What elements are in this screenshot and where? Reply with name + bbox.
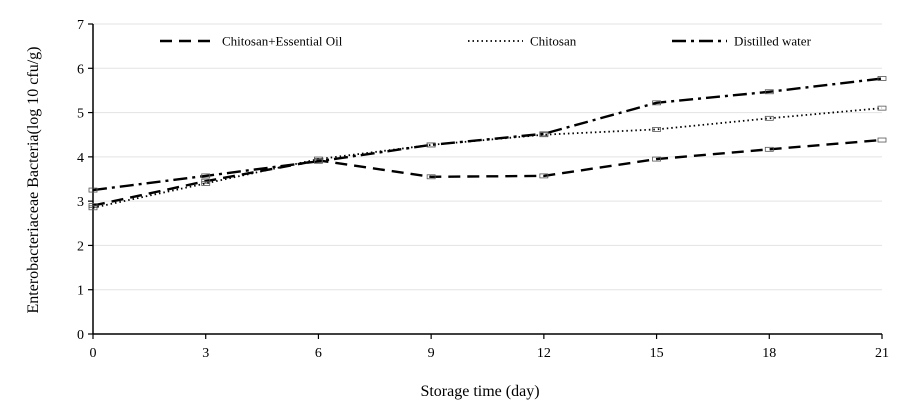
series-line-1 <box>92 107 883 209</box>
legend-label: Chitosan+Essential Oil <box>222 34 343 49</box>
data-point <box>652 156 661 162</box>
data-point <box>539 173 549 179</box>
x-axis-title: Storage time (day) <box>420 383 539 400</box>
grid-lines <box>93 23 882 291</box>
x-tick-label: 6 <box>315 346 322 361</box>
data-point <box>764 89 774 95</box>
data-point <box>426 174 436 180</box>
x-tick-label: 12 <box>537 346 551 361</box>
data-point <box>877 105 887 111</box>
data-point <box>877 76 887 81</box>
series <box>88 76 887 211</box>
x-tick-label: 21 <box>875 346 889 361</box>
data-point <box>539 131 549 137</box>
x-tick-label: 15 <box>650 346 664 361</box>
legend: Chitosan+Essential Oil Chitosan Distilled … <box>160 34 812 49</box>
data-point <box>201 181 211 186</box>
y-tick-label: 1 <box>77 284 84 299</box>
y-tick-label: 3 <box>77 195 84 210</box>
series-line-2 <box>92 77 883 192</box>
legend-label: Distilled water <box>734 34 812 49</box>
axes <box>92 24 882 335</box>
x-tick-label: 18 <box>762 346 776 361</box>
data-point <box>314 158 323 164</box>
y-tick-label: 6 <box>77 62 84 77</box>
y-tick-label: 4 <box>77 151 84 166</box>
x-tick-label: 0 <box>90 346 97 361</box>
legend-label: Chitosan <box>530 34 577 49</box>
x-tick-label: 3 <box>202 346 209 361</box>
data-point <box>88 187 98 193</box>
y-tick-label: 5 <box>77 107 84 122</box>
data-point <box>764 146 774 152</box>
y-tick-label: 0 <box>77 328 84 343</box>
data-point <box>652 127 661 132</box>
data-point <box>201 173 211 179</box>
x-tick-label: 9 <box>428 346 435 361</box>
y-axis-title: Enterobacteriaceae Bacteria(log 10 cfu/g… <box>25 47 42 314</box>
data-point <box>88 205 98 211</box>
data-point <box>426 142 436 148</box>
y-tick-label: 7 <box>77 18 84 33</box>
series-line-0 <box>92 138 883 207</box>
y-tick-label: 2 <box>77 239 84 254</box>
data-point <box>764 115 774 121</box>
data-point <box>652 100 661 106</box>
data-point <box>877 137 887 143</box>
